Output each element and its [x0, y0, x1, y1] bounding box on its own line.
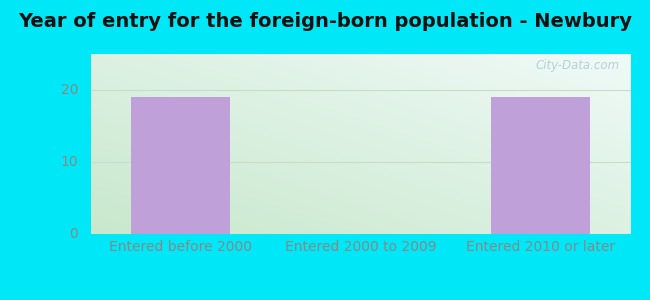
Text: 0: 0: [70, 227, 78, 241]
Text: Year of entry for the foreign-born population - Newbury: Year of entry for the foreign-born popul…: [18, 12, 632, 31]
Text: 10: 10: [60, 155, 78, 169]
Text: 20: 20: [60, 83, 78, 97]
Text: City-Data.com: City-Data.com: [536, 59, 619, 72]
Bar: [131, 97, 230, 234]
Bar: [491, 97, 590, 234]
